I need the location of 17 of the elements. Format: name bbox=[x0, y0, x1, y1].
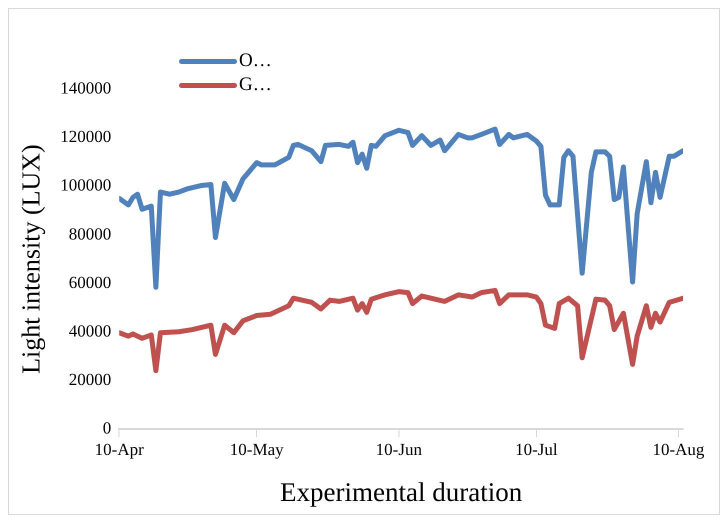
y-tick-label: 40000 bbox=[68, 321, 112, 340]
y-tick-label: 60000 bbox=[68, 272, 112, 292]
legend-label: G… bbox=[239, 73, 272, 97]
legend-label: O… bbox=[239, 49, 272, 73]
x-tick-label: 10-May bbox=[230, 440, 284, 459]
x-tick-label: 10-Apr bbox=[94, 440, 144, 459]
y-tick-label: 100000 bbox=[60, 176, 112, 195]
x-tick-label: 10-Jun bbox=[376, 440, 422, 459]
y-tick-label: 0 bbox=[102, 418, 112, 438]
y-axis-title: Light intensity (LUX) bbox=[16, 144, 46, 374]
x-axis-title: Experimental duration bbox=[280, 476, 523, 507]
y-tick-label: 80000 bbox=[68, 224, 112, 244]
y-tick-label: 140000 bbox=[60, 78, 112, 98]
y-tick-label: 120000 bbox=[60, 127, 112, 146]
x-tick-label: 10-Jul bbox=[515, 440, 558, 459]
y-tick-label: 20000 bbox=[68, 370, 112, 390]
x-tick-label: 10-Aug bbox=[652, 440, 705, 459]
